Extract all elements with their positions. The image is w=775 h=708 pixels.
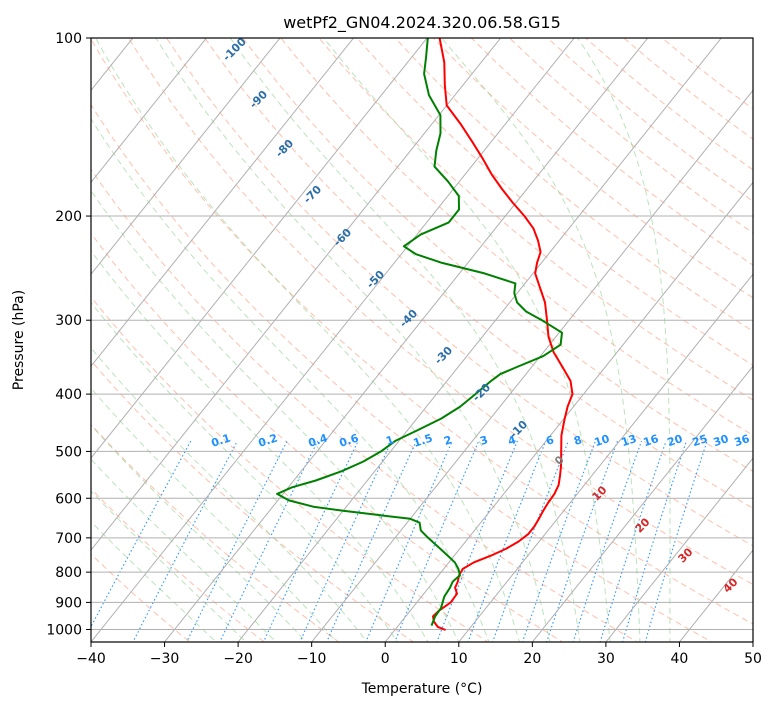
x-tick-label: −40 (76, 651, 106, 667)
mixing-ratio-line (132, 440, 238, 642)
isotherm (458, 273, 753, 642)
y-tick-label: 600 (55, 491, 82, 507)
isotherm (531, 365, 753, 642)
y-tick-label: 1000 (46, 622, 82, 638)
x-tick-label: 20 (523, 651, 541, 667)
mixing-ratio-line (299, 440, 393, 642)
y-axis-label: Pressure (hPa) (11, 290, 27, 390)
mixing-ratio-label: 1.5 (412, 431, 435, 449)
isotherm (91, 38, 355, 367)
mixing-ratio-label: 0.2 (257, 431, 280, 449)
moist-adiabat (95, 38, 520, 642)
moist-adiabat (323, 38, 611, 642)
mixing-ratio-label: 6 (544, 433, 556, 448)
x-tick-label: 40 (671, 651, 689, 667)
isotherm (163, 38, 649, 642)
isotherm (91, 38, 502, 551)
x-tick-label: −10 (297, 651, 327, 667)
mixing-ratio-label: 8 (572, 433, 583, 448)
grid-lines (0, 11, 753, 654)
dry-adiabat (91, 423, 340, 642)
temperature-line (432, 38, 574, 631)
x-tick-label: 30 (597, 651, 615, 667)
plot-frame (90, 37, 754, 643)
isotherm (311, 89, 753, 642)
moist-adiabat (229, 38, 581, 642)
isotherm (91, 38, 281, 276)
mixing-ratio-label: 0.1 (210, 431, 233, 449)
mixing-ratio-label: 36 (733, 432, 752, 449)
isotherm (91, 38, 428, 459)
mixing-ratio-label: 3 (478, 433, 489, 448)
dry-adiabat (394, 38, 753, 332)
isotherm (0, 11, 7, 654)
y-tick-label: 500 (55, 444, 82, 460)
mixing-ratio-label: 13 (620, 432, 639, 449)
x-tick-label: −20 (223, 651, 253, 667)
y-tick-label: 200 (55, 209, 82, 225)
mixing-ratio-label: 16 (642, 432, 661, 449)
mixing-ratio-label: 30 (712, 432, 731, 449)
mixing-ratio-line (394, 440, 480, 642)
mixing-ratio-line (91, 440, 192, 628)
x-tick-label: 50 (744, 651, 762, 667)
mixing-ratio-line (572, 440, 643, 642)
dry-adiabat (91, 488, 266, 642)
dry-adiabat (91, 168, 639, 642)
isotherm (91, 38, 208, 184)
mixing-ratio-line (622, 440, 688, 642)
dry-adiabat (91, 232, 564, 642)
mixing-ratio-line (365, 440, 453, 642)
isotherm (605, 457, 753, 642)
isotherm (91, 38, 575, 642)
x-tick-label: 0 (381, 651, 390, 667)
dry-adiabat (318, 38, 753, 401)
y-tick-label: 800 (55, 565, 82, 581)
x-axis-label: Temperature (°C) (361, 681, 483, 697)
plot-background (91, 38, 753, 642)
mixing-ratio-label: 1 (384, 433, 395, 448)
moist-adiabat (91, 520, 217, 642)
mixing-ratio-label: 2 (442, 433, 453, 448)
mixing-ratio-label: 4 (506, 433, 518, 448)
dry-adiabat (356, 38, 753, 366)
y-tick-label: 100 (55, 31, 82, 47)
chart-title: wetPf2_GN04.2024.320.06.58.G15 (283, 13, 561, 33)
y-tick-label: 400 (55, 387, 82, 403)
mixing-ratio-label: 20 (666, 432, 685, 449)
mixing-ratio-label: 25 (691, 432, 710, 449)
mixing-ratio-line (185, 440, 288, 642)
dry-adiabat (127, 38, 753, 586)
isotherm (237, 38, 722, 642)
y-tick-label: 300 (55, 313, 82, 329)
mixing-ratio-line (599, 440, 667, 642)
axes: −40 −30 −20 −10 0 10 20 30 40 5010020030040050060… (46, 31, 762, 667)
mixing-ratio-label: 0.4 (307, 431, 330, 449)
moist-adiabat (91, 387, 338, 642)
mixing-ratio-line (521, 440, 597, 642)
moist-adiabat (91, 117, 490, 642)
dry-adiabat (91, 359, 415, 642)
mixing-ratio-line (546, 440, 619, 642)
dry-adiabat (204, 38, 753, 509)
y-tick-label: 700 (55, 531, 82, 547)
dewpoint-line (276, 38, 563, 626)
mixing-ratio-label: 10 (593, 432, 612, 449)
mixing-ratio-line (326, 440, 417, 642)
y-tick-label: 900 (55, 595, 82, 611)
mixing-ratio-line (644, 440, 708, 642)
x-tick-label: −30 (150, 651, 180, 667)
sounding-series (276, 38, 574, 631)
x-tick-label: 10 (450, 651, 468, 667)
mixing-ratio-line (219, 440, 319, 642)
mixing-ratio-label: 0.6 (338, 431, 361, 449)
isotherm (384, 181, 753, 642)
